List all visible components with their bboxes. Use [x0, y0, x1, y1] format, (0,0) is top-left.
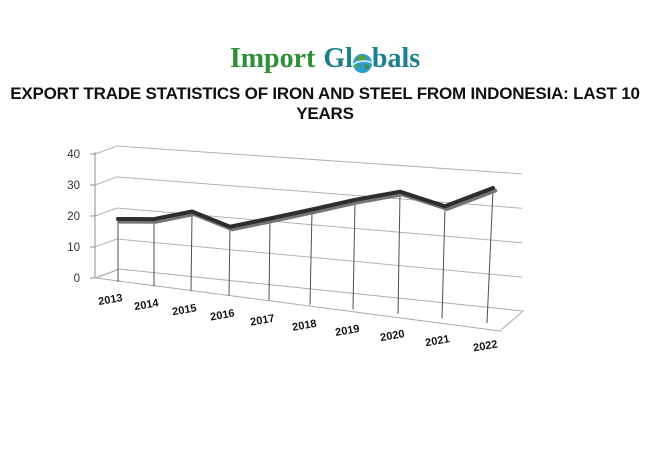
globe-icon [351, 50, 373, 74]
logo-gl-text: Gl [323, 43, 353, 74]
x-axis-label: 2014 [133, 297, 160, 313]
y-gridline-depth [94, 207, 118, 217]
drop-line [228, 228, 231, 296]
y-gridline [116, 238, 523, 278]
drop-line [309, 211, 313, 305]
x-axis-label: 2019 [334, 323, 360, 339]
x-axis-label: 2022 [472, 338, 498, 354]
y-gridline [116, 145, 523, 175]
y-gridline-depth [94, 176, 118, 186]
x-axis-label: 2013 [97, 292, 123, 308]
drop-line [190, 213, 193, 292]
y-axis-label: 10 [67, 242, 80, 254]
drop-line [441, 208, 446, 319]
x-axis-label: 2016 [209, 307, 235, 323]
floor-outline [95, 268, 525, 332]
logo-bals-text: bals [371, 43, 421, 74]
drop-line [268, 220, 271, 301]
y-axis-label: 30 [67, 180, 80, 192]
data-line [116, 186, 495, 229]
x-axis-label: 2017 [249, 313, 275, 329]
chart-title: EXPORT TRADE STATISTICS OF IRON AND STEE… [10, 84, 640, 123]
x-axis-label: 2021 [424, 333, 450, 349]
y-gridline-depth [94, 145, 118, 155]
drop-line [397, 193, 401, 314]
y-axis-label: 20 [67, 211, 80, 223]
x-axis-label: 2020 [379, 328, 405, 344]
logo: Import Gl bals [0, 42, 650, 76]
drop-line [486, 190, 494, 324]
logo-import-text: Import [229, 43, 316, 74]
drop-line [352, 201, 356, 310]
y-axis-label: 40 [67, 149, 80, 161]
y-axis-label: 0 [74, 273, 80, 285]
x-axis-label: 2018 [291, 318, 317, 334]
y-gridline-depth [94, 238, 118, 248]
x-axis-label: 2015 [171, 302, 197, 318]
